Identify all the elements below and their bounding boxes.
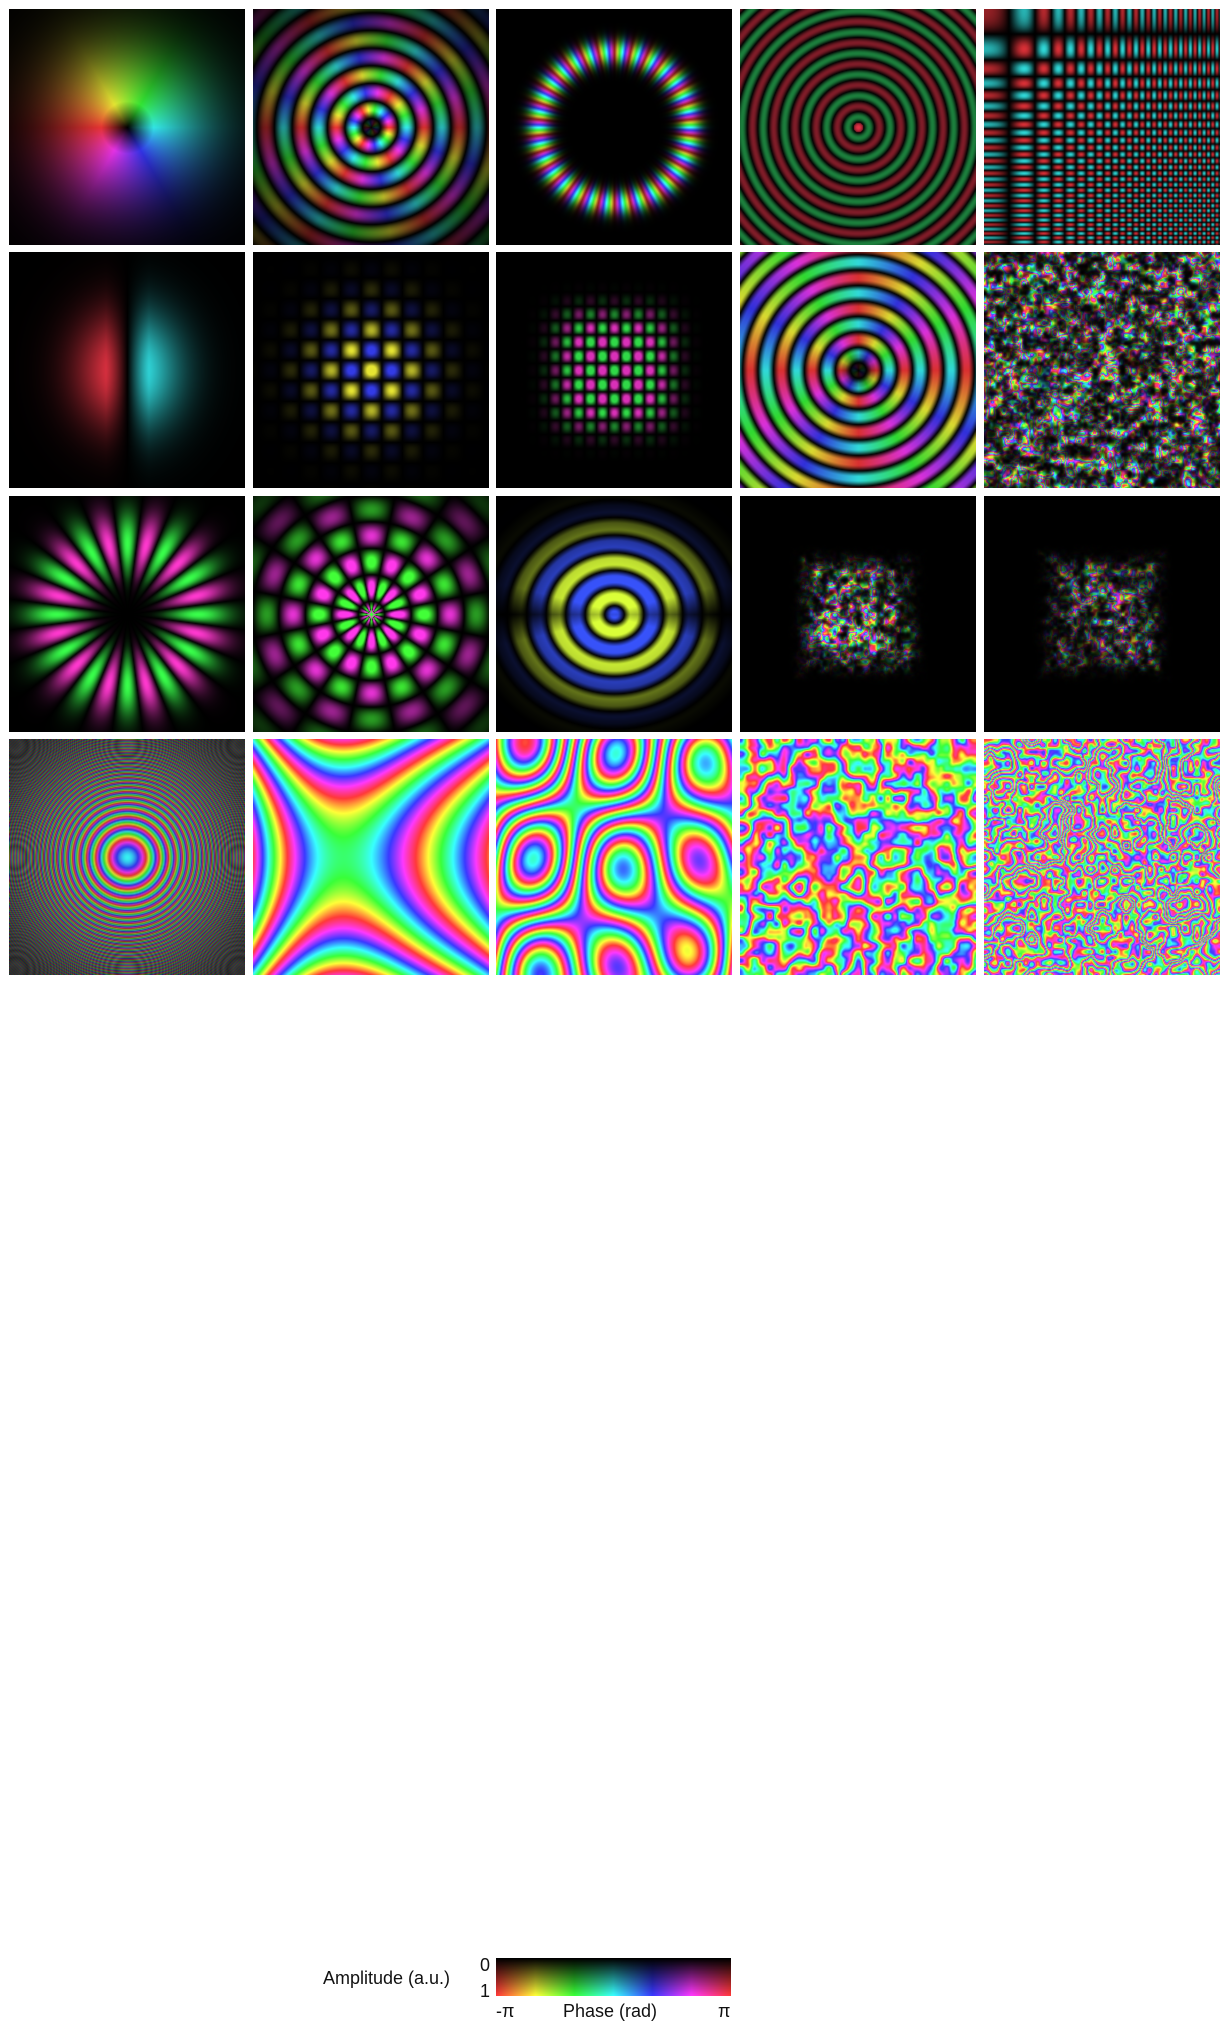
phase-axis-label: Phase (rad) [563,2001,658,2021]
panel-bessel-vortex [740,252,976,488]
panel-arc-rings [496,496,732,732]
panel-petals-yellow-blue [9,496,245,732]
panel-vortex-rings [253,9,489,245]
panel-concentric-rings [740,9,976,245]
panel-phase-multi-lobe [496,739,732,975]
panel-petals-rings [253,496,489,732]
panel-speckle-full [984,252,1220,488]
panel-grid-orange-blue [253,252,489,488]
panel-phase-turbulent-coarse [740,739,976,975]
panel-fresnel-rings [9,739,245,975]
colormap-legend: Amplitude (a.u.) 0 1 -π Phase (rad) π [0,975,1228,2021]
amplitude-tick-bottom: 1 [480,1981,491,2001]
amplitude-tick-top: 0 [480,1955,491,1975]
panel-ring-of-spots [496,9,732,245]
panel-grid [0,0,1228,980]
phase-amplitude-colorbar [496,1958,731,1996]
panel-phase-turbulent-fine [984,739,1220,975]
phase-tick-max: π [718,2001,731,2021]
panel-speckle-sparse [740,496,976,732]
panel-two-lobes [9,252,245,488]
panel-phase-saddle [253,739,489,975]
panel-rectangular-grid [984,9,1220,245]
panel-grid-green-magenta [496,252,732,488]
phase-tick-min: -π [496,2001,515,2021]
panel-vortex-gaussian [9,9,245,245]
panel-speckle-sparse-2 [984,496,1220,732]
amplitude-axis-label: Amplitude (a.u.) [323,1968,451,1988]
